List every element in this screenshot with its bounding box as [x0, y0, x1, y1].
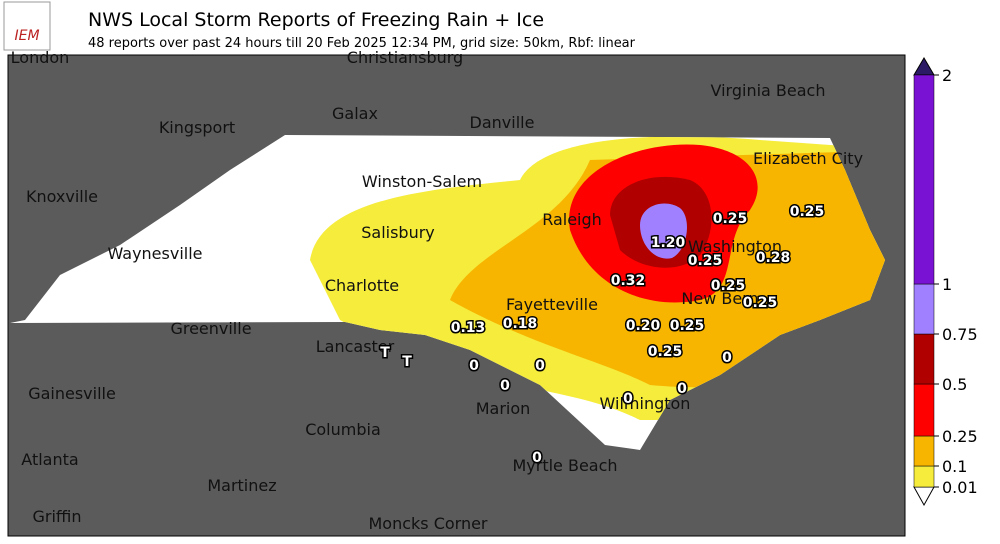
- city-label: Virginia Beach: [711, 81, 826, 100]
- colorbar-tick-label: 1: [942, 275, 952, 294]
- city-label: Gainesville: [28, 384, 116, 403]
- colorbar-tick-label: 0.5: [942, 375, 967, 394]
- city-label: Washington: [688, 237, 782, 256]
- city-label: Elizabeth City: [753, 149, 863, 168]
- city-label: Atlanta: [21, 450, 78, 469]
- report-value: 0.32: [611, 273, 646, 289]
- report-value: 0.25: [790, 204, 825, 220]
- colorbar-segment: [913, 74, 935, 285]
- city-label: Wilmington: [600, 394, 691, 413]
- report-value: 1.20: [651, 235, 686, 251]
- city-label: Knoxville: [26, 187, 98, 206]
- city-label: Martinez: [207, 476, 276, 495]
- city-label: Kingsport: [159, 118, 235, 137]
- colorbar-segment: [913, 333, 935, 385]
- report-value: 0.25: [711, 278, 746, 294]
- city-label: New Bern: [681, 289, 758, 308]
- colorbar-tick-label: 2: [942, 66, 952, 85]
- report-value: 0: [532, 450, 542, 466]
- city-label: Danville: [470, 113, 535, 132]
- city-label: Myrtle Beach: [512, 456, 617, 475]
- city-label: Moncks Corner: [368, 514, 487, 533]
- city-label: Christiansburg: [347, 48, 463, 67]
- city-label: Winston-Salem: [362, 172, 482, 191]
- colorbar-extend-high: [913, 57, 935, 76]
- report-value: T: [402, 354, 412, 370]
- city-label: Waynesville: [107, 244, 202, 263]
- city-label: Galax: [332, 104, 378, 123]
- city-label: Charlotte: [325, 276, 399, 295]
- report-value: 0: [677, 381, 687, 397]
- report-value: 0.18: [503, 316, 538, 332]
- report-value: 0.25: [670, 318, 705, 334]
- city-label: Lancaster: [316, 337, 395, 356]
- report-value: 0.25: [648, 344, 683, 360]
- colorbar-tick-label: 0.1: [942, 457, 967, 476]
- report-value: 0: [722, 350, 732, 366]
- city-label: Fayetteville: [506, 295, 598, 314]
- colorbar-tick-label: 0.25: [942, 427, 978, 446]
- report-value: 0.25: [743, 295, 778, 311]
- report-value: 0: [500, 378, 510, 394]
- labels: London Christiansburg Galax Danville Virgini…: [11, 48, 863, 533]
- subtitle: 48 reports over past 24 hours till 20 Fe…: [88, 36, 636, 51]
- report-value: 0: [535, 358, 545, 374]
- contour-lavender: [640, 203, 687, 259]
- report-value: 0: [623, 391, 633, 407]
- colorbar-extend-low: [913, 486, 935, 507]
- colorbar-tick-label: 0.01: [942, 478, 978, 497]
- report-value: 0.28: [756, 250, 791, 266]
- report-value: T: [380, 345, 390, 361]
- report-value: 0: [469, 358, 479, 374]
- report-value: 0.13: [451, 320, 486, 336]
- title: NWS Local Storm Reports of Freezing Rain…: [88, 9, 544, 31]
- colorbar-segment: [913, 465, 935, 488]
- colorbar-segment: [913, 435, 935, 467]
- report-value: 0.20: [626, 318, 661, 334]
- report-value: 0.25: [688, 253, 723, 269]
- colorbar-segment: [913, 283, 935, 335]
- colorbar-tick-label: 0.75: [942, 325, 978, 344]
- report-value: 0.25: [713, 211, 748, 227]
- colorbar: 0.01 0.1 0.25 0.5 0.75 1 2: [913, 57, 978, 507]
- city-label: Marion: [476, 399, 531, 418]
- logo: IEM: [14, 28, 39, 44]
- city-label: London: [11, 48, 70, 67]
- city-label: Griffin: [32, 507, 81, 526]
- city-label: Salisbury: [361, 223, 435, 242]
- city-label: Greenville: [170, 319, 251, 338]
- colorbar-segment: [913, 383, 935, 437]
- logo-box: [3, 1, 51, 51]
- city-label: Columbia: [305, 420, 381, 439]
- city-label: Raleigh: [542, 210, 602, 229]
